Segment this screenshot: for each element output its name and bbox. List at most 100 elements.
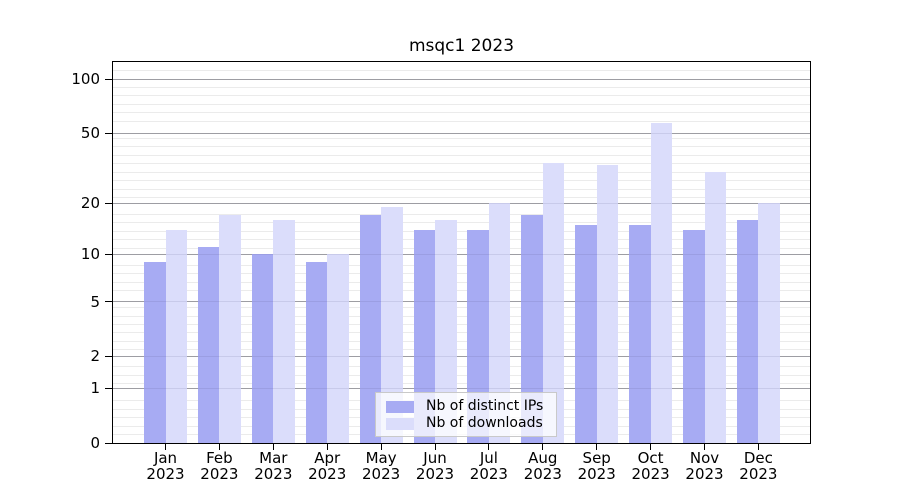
bar-downloads-jul — [488, 203, 511, 443]
gridline-minor — [113, 247, 810, 249]
bar-downloads-feb — [219, 215, 241, 443]
gridline-major — [113, 253, 810, 255]
bar-distinct-ips-dec — [736, 219, 759, 443]
gridline-minor — [113, 213, 810, 215]
legend: Nb of distinct IPs Nb of downloads — [375, 392, 557, 437]
bar-downloads-may — [381, 206, 403, 443]
bar-distinct-ips-mar — [251, 254, 274, 443]
chart-title: msqc1 2023 — [408, 36, 515, 56]
gridline-minor — [113, 290, 810, 292]
x-axis-tick — [542, 444, 544, 450]
y-tick-label: 2 — [90, 347, 100, 366]
gridline-major — [113, 301, 810, 303]
gridline-minor — [113, 264, 810, 266]
x-tick-label: Apr 2023 — [308, 449, 347, 483]
y-axis-tick — [105, 78, 112, 80]
legend-swatch-downloads — [386, 417, 414, 430]
gridline-minor — [113, 239, 810, 241]
bar-distinct-ips-feb — [197, 247, 220, 443]
gridline-minor — [113, 315, 810, 317]
x-axis-tick — [326, 444, 328, 450]
gridline-minor — [113, 146, 810, 148]
bar-downloads-mar — [273, 219, 295, 443]
gridline-minor — [113, 307, 810, 309]
x-axis-tick — [650, 444, 652, 450]
gridline-minor — [113, 69, 810, 71]
x-axis-tick — [272, 444, 274, 450]
x-tick-label: Dec 2023 — [739, 449, 778, 483]
x-tick-label: Oct 2023 — [631, 449, 670, 483]
gridline-major-overlay — [113, 301, 810, 303]
gridline-minor — [113, 366, 810, 368]
bar-downloads-jun — [435, 219, 457, 443]
gridline-minor — [113, 196, 810, 198]
bar-distinct-ips-sep — [575, 224, 597, 443]
bar-distinct-ips-jan — [144, 261, 166, 443]
bar-downloads-jan — [165, 229, 187, 443]
x-tick-label: Jun 2023 — [415, 449, 455, 483]
y-axis-tick — [105, 202, 112, 204]
gridline-minor — [113, 137, 810, 139]
x-tick-label: Jan 2023 — [146, 449, 185, 483]
y-tick-label: 10 — [80, 245, 100, 264]
x-axis-tick — [757, 444, 759, 450]
gridline-minor — [113, 273, 810, 275]
gridline-minor — [113, 230, 810, 232]
gridline-minor — [113, 86, 810, 88]
x-axis-tick — [218, 444, 220, 450]
gridline-minor — [113, 163, 810, 165]
x-tick-label: Mar 2023 — [254, 449, 293, 483]
y-axis-tick — [105, 253, 112, 255]
gridline-minor — [113, 171, 810, 173]
x-tick-label: Aug 2023 — [523, 449, 562, 483]
y-tick-label: 20 — [80, 194, 100, 213]
gridline-major — [113, 387, 810, 389]
bar-downloads-sep — [596, 165, 619, 443]
gridline-major-overlay — [113, 202, 810, 204]
y-tick-label: 1 — [90, 379, 100, 398]
bar-downloads-apr — [327, 254, 349, 443]
gridline-minor — [113, 95, 810, 97]
bar-distinct-ips-oct — [629, 224, 651, 443]
plot-inner — [113, 62, 810, 443]
gridline-major-overlay — [113, 132, 810, 134]
y-axis-tick — [105, 355, 112, 357]
gridline-minor — [113, 349, 810, 351]
gridline-minor — [113, 374, 810, 376]
gridline-major — [113, 132, 810, 134]
x-tick-label: Jul 2023 — [469, 449, 508, 483]
x-axis-tick — [434, 444, 436, 450]
gridline-minor — [113, 103, 810, 105]
gridline-major-overlay — [113, 387, 810, 389]
gridline-major-overlay — [113, 78, 810, 80]
legend-swatch-distinct-ips — [386, 400, 414, 413]
bar-distinct-ips-apr — [305, 261, 328, 443]
y-tick-label: 100 — [71, 70, 100, 89]
y-axis-tick — [105, 387, 112, 389]
x-axis-tick — [380, 444, 382, 450]
x-axis-tick — [704, 444, 705, 450]
gridline-minor — [113, 340, 810, 342]
bar-distinct-ips-nov — [683, 229, 705, 443]
bar-distinct-ips-aug — [521, 215, 543, 443]
bar-distinct-ips-jul — [467, 229, 489, 443]
gridline-major — [113, 202, 810, 204]
x-axis-tick — [596, 444, 598, 450]
gridline-minor — [113, 112, 810, 114]
bar-downloads-nov — [704, 172, 726, 443]
gridline-minor — [113, 281, 810, 283]
gridline-major-overlay — [113, 355, 810, 357]
bar-downloads-oct — [650, 123, 673, 443]
bar-distinct-ips-jun — [413, 229, 435, 443]
y-axis-tick — [105, 442, 112, 444]
y-axis-tick — [105, 132, 112, 134]
x-tick-label: Feb 2023 — [200, 449, 239, 483]
y-tick-label: 50 — [80, 124, 100, 143]
y-tick-label: 0 — [90, 434, 100, 452]
gridline-minor — [113, 188, 810, 190]
x-axis-tick — [488, 444, 490, 450]
legend-item: Nb of downloads — [386, 415, 556, 432]
plot-area — [112, 61, 811, 444]
x-tick-label: Nov 2023 — [685, 449, 724, 483]
